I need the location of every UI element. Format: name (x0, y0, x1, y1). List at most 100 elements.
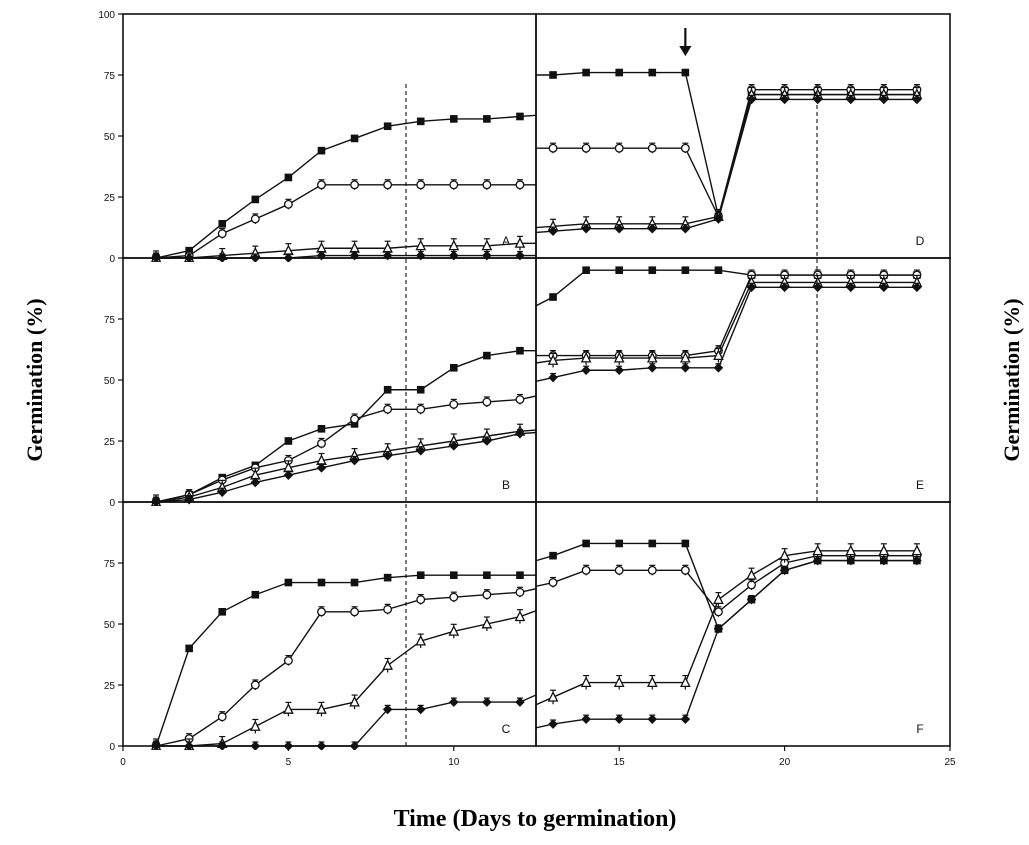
data-point-open-circle (317, 180, 326, 190)
data-point-filled-square (351, 620, 359, 628)
data-point-filled-diamond (812, 282, 823, 293)
data-point-filled-square (615, 539, 623, 548)
data-point-filled-square (648, 320, 656, 328)
data-point-open-triangle (582, 236, 591, 245)
data-point-filled-square (681, 539, 690, 548)
data-point-filled-square (814, 71, 822, 79)
data-point-open-triangle (680, 676, 691, 688)
data-point-open-triangle (350, 231, 359, 240)
data-point-filled-square (648, 557, 656, 565)
data-point-filled-square (516, 71, 524, 79)
data-point-open-triangle (516, 707, 525, 716)
data-point-filled-diamond (614, 365, 624, 376)
data-point-open-circle (482, 590, 492, 600)
data-point-open-circle (449, 592, 459, 602)
data-point-open-circle (350, 607, 360, 617)
data-point-filled-diamond (647, 424, 657, 434)
data-point-filled-square (648, 266, 657, 274)
data-point-filled-square (516, 112, 524, 121)
data-point-open-circle (581, 565, 591, 575)
data-point-filled-square (847, 340, 855, 348)
data-point-open-circle (416, 595, 426, 605)
data-point-filled-diamond (680, 363, 691, 373)
data-point-filled-square (483, 335, 491, 343)
data-point-filled-diamond (647, 363, 658, 373)
data-point-filled-diamond (713, 214, 724, 224)
panel-a: 0 25 50 75 100 A (98, 10, 855, 265)
data-point-filled-square (748, 340, 756, 348)
data-point-filled-diamond (813, 75, 823, 85)
data-point-open-triangle (582, 575, 591, 584)
data-point-open-circle (384, 161, 392, 169)
data-point-open-triangle (714, 539, 723, 548)
data-point-open-triangle (582, 422, 591, 431)
data-point-open-circle (581, 143, 591, 153)
data-point-open-triangle (448, 625, 460, 636)
data-point-open-circle (416, 180, 426, 190)
data-point-open-circle (682, 181, 690, 189)
y-tick-label: 50 (104, 376, 116, 387)
x-tick-label: 25 (944, 757, 956, 768)
data-point-filled-square (450, 340, 458, 348)
data-point-filled-square (383, 573, 392, 582)
data-point-filled-diamond (548, 426, 558, 436)
data-point-filled-square (549, 293, 557, 301)
data-point-filled-square (218, 220, 227, 228)
panel-c: 0 25 50 75 C (104, 501, 822, 753)
data-point-open-triangle (878, 544, 890, 556)
y-tick-label: 25 (104, 437, 116, 448)
data-point-open-circle (450, 144, 458, 152)
data-point-filled-square (615, 266, 623, 274)
data-point-filled-square (682, 557, 690, 565)
data-point-open-triangle (680, 351, 691, 363)
data-point-open-triangle (747, 126, 756, 135)
data-point-open-circle (317, 438, 326, 448)
data-point-open-circle (416, 404, 426, 414)
data-point-open-circle (384, 674, 392, 682)
data-point-open-triangle (549, 600, 558, 609)
data-point-filled-square (450, 364, 458, 372)
data-point-open-triangle (580, 676, 592, 688)
data-point-open-circle (614, 143, 624, 153)
data-point-open-circle (880, 327, 888, 335)
data-point-open-circle (383, 404, 393, 414)
y-tick-label: 100 (98, 10, 115, 21)
data-point-open-triangle (780, 539, 789, 548)
series-line-open-triangle (156, 610, 536, 747)
panel-series-group (318, 68, 923, 240)
data-point-filled-diamond (779, 565, 790, 576)
data-point-filled-square (582, 320, 590, 328)
data-point-filled-diamond (714, 539, 724, 549)
panel-label: F (916, 722, 923, 736)
panel-frame (122, 13, 537, 259)
data-point-open-circle (548, 578, 558, 587)
data-point-open-circle (250, 214, 260, 224)
series-line-open-circle (156, 184, 536, 259)
data-point-open-circle (417, 374, 425, 382)
arrow-head (679, 46, 692, 56)
data-point-filled-diamond (746, 594, 757, 605)
panel-frame (122, 501, 537, 747)
data-point-filled-square (748, 535, 756, 543)
data-point-filled-square (251, 590, 260, 599)
data-point-open-circle (351, 161, 359, 169)
data-point-filled-square (318, 157, 326, 165)
data-point-filled-diamond (681, 251, 691, 261)
data-point-filled-square (582, 539, 590, 548)
data-point-filled-diamond (449, 697, 459, 707)
data-point-filled-square (847, 71, 855, 79)
data-point-filled-square (814, 535, 822, 543)
data-point-filled-square (483, 79, 491, 87)
data-point-filled-square (681, 68, 690, 77)
data-point-open-triangle (812, 544, 824, 556)
data-point-filled-diamond (845, 94, 856, 105)
data-point-open-triangle (547, 354, 559, 365)
data-point-open-circle (548, 143, 558, 153)
data-point-filled-square (450, 571, 458, 579)
data-point-filled-square (615, 320, 623, 328)
data-point-open-triangle (483, 226, 492, 235)
x-tick-label: 10 (448, 757, 460, 768)
data-point-open-circle (417, 157, 425, 165)
data-point-filled-square (416, 385, 425, 394)
data-point-filled-square (715, 230, 723, 238)
